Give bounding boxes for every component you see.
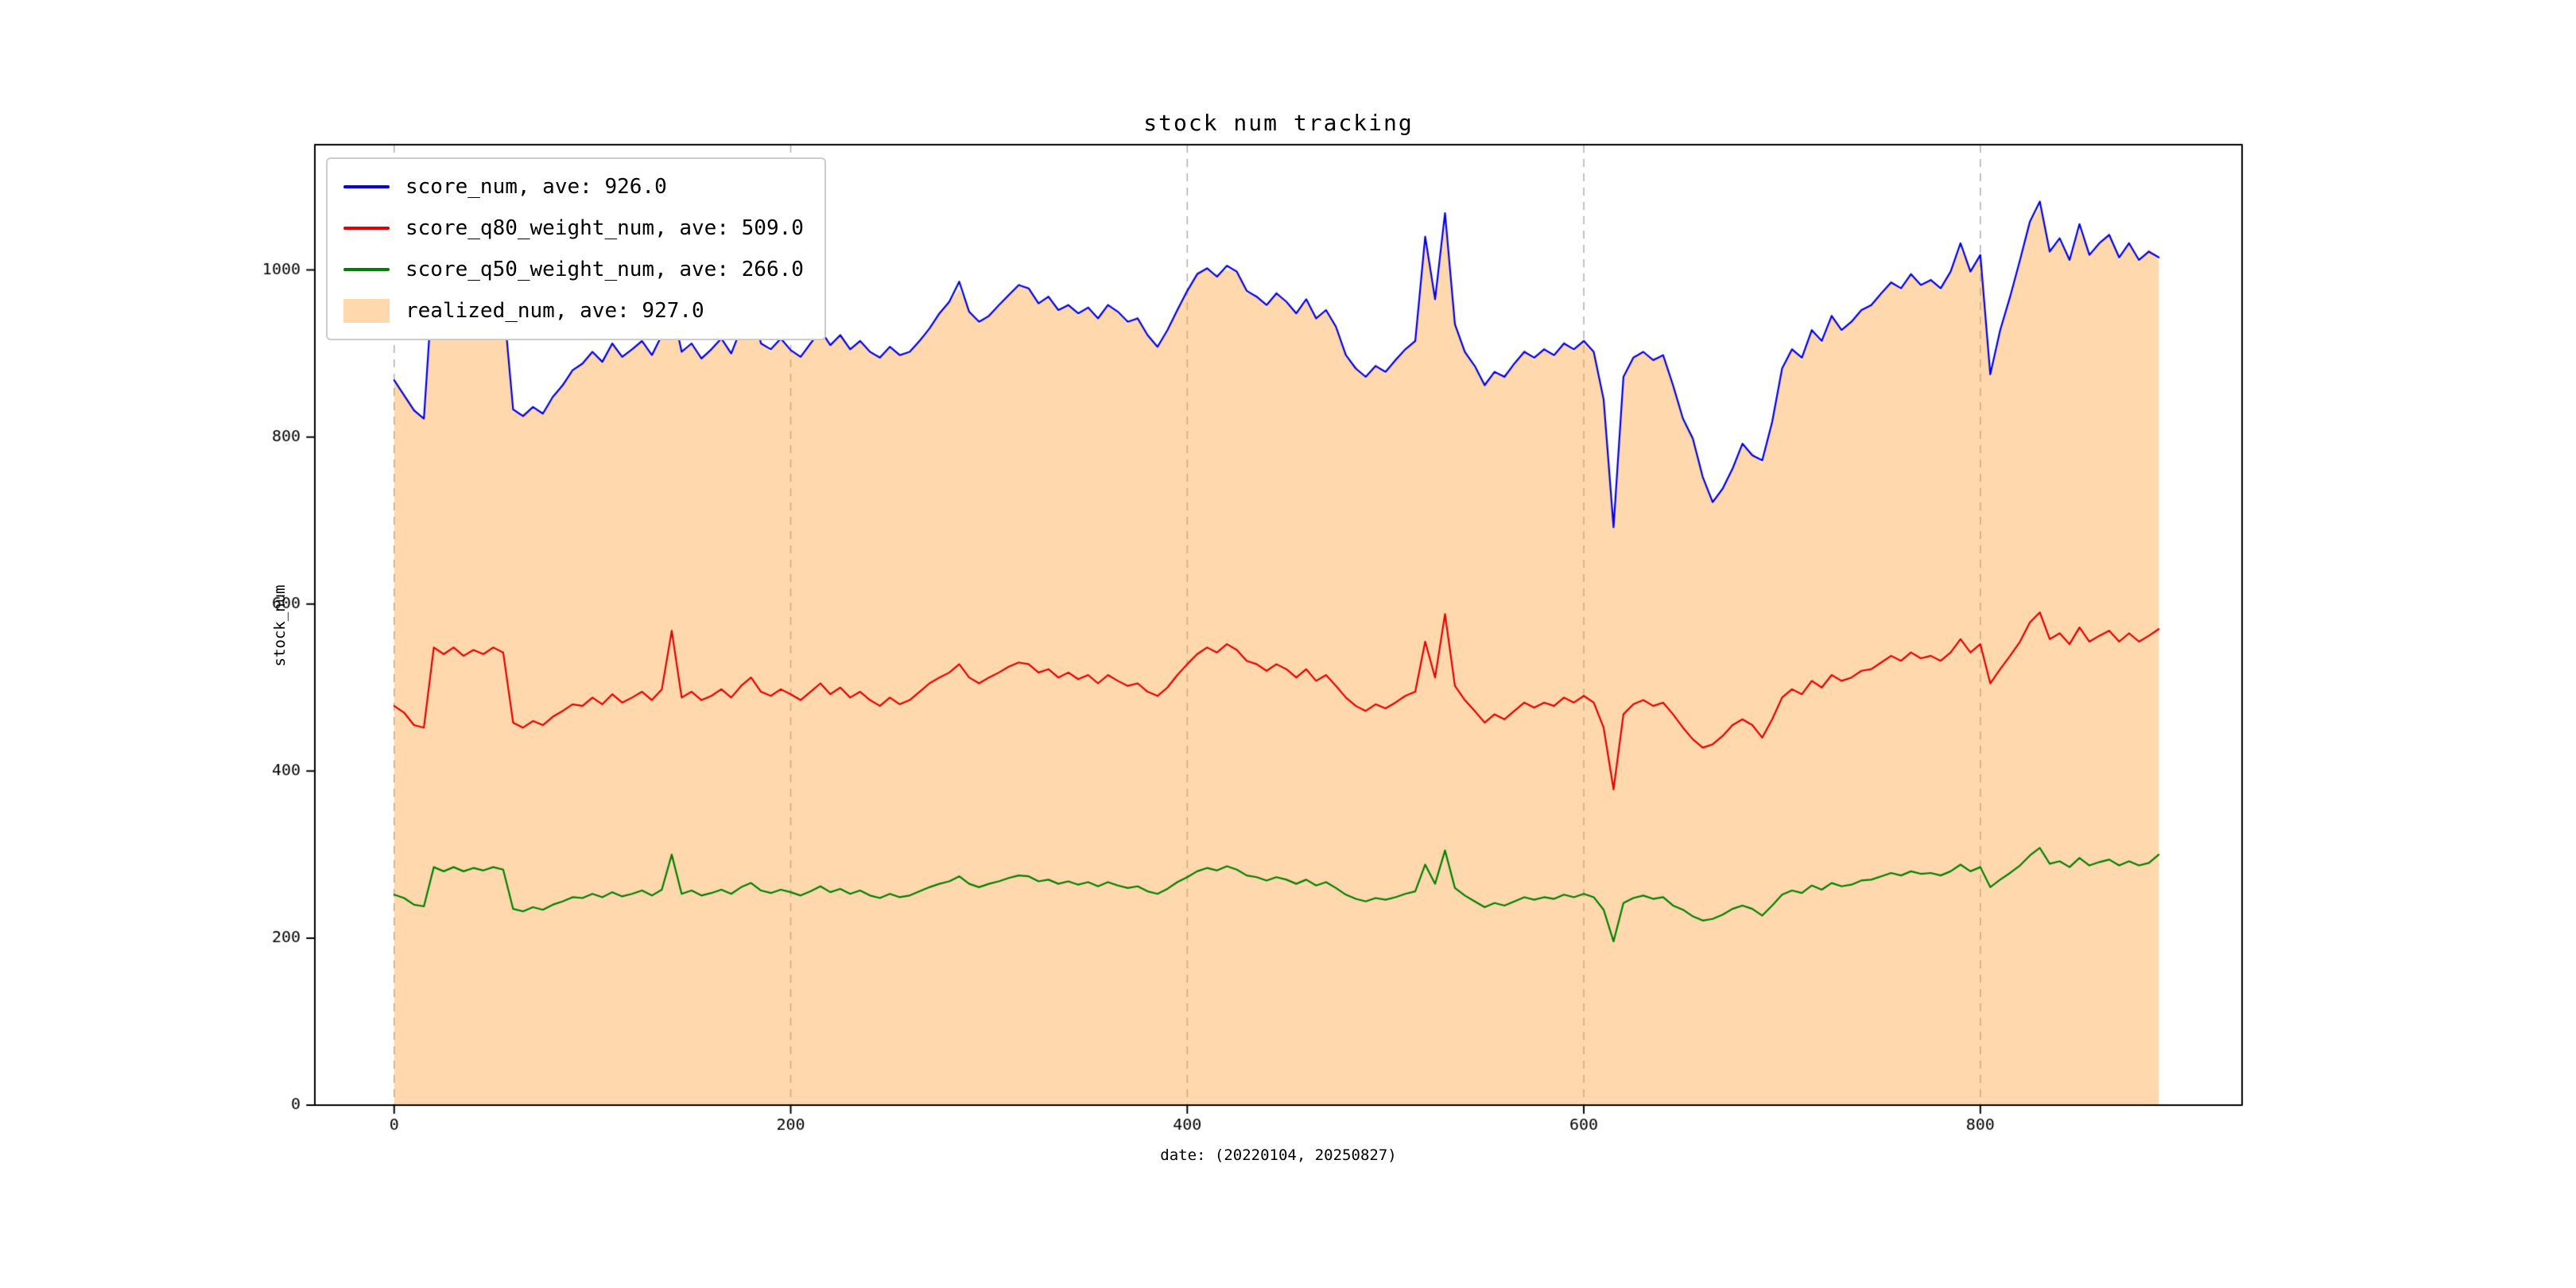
y-axis-label: stock_num (271, 584, 289, 667)
legend-line-swatch-green (343, 268, 390, 271)
chart-legend: score_num, ave: 926.0 score_q80_weight_n… (326, 157, 826, 340)
chart-title: stock num tracking (1143, 110, 1414, 136)
x-axis-label: date: (20220104, 20250827) (1160, 1146, 1397, 1164)
legend-label: score_q80_weight_num, ave: 509.0 (405, 216, 804, 240)
legend-item-score-num: score_num, ave: 926.0 (343, 170, 804, 204)
legend-label: score_num, ave: 926.0 (405, 175, 667, 199)
legend-line-swatch-red (343, 227, 390, 230)
legend-item-score-q80-weight-num: score_q80_weight_num, ave: 509.0 (343, 211, 804, 245)
legend-area-swatch-orange (343, 299, 390, 323)
legend-label: realized_num, ave: 927.0 (405, 299, 704, 323)
legend-item-realized-num: realized_num, ave: 927.0 (343, 294, 804, 328)
legend-item-score-q50-weight-num: score_q50_weight_num, ave: 266.0 (343, 253, 804, 286)
legend-line-swatch-blue (343, 185, 390, 188)
legend-label: score_q50_weight_num, ave: 266.0 (405, 258, 804, 281)
